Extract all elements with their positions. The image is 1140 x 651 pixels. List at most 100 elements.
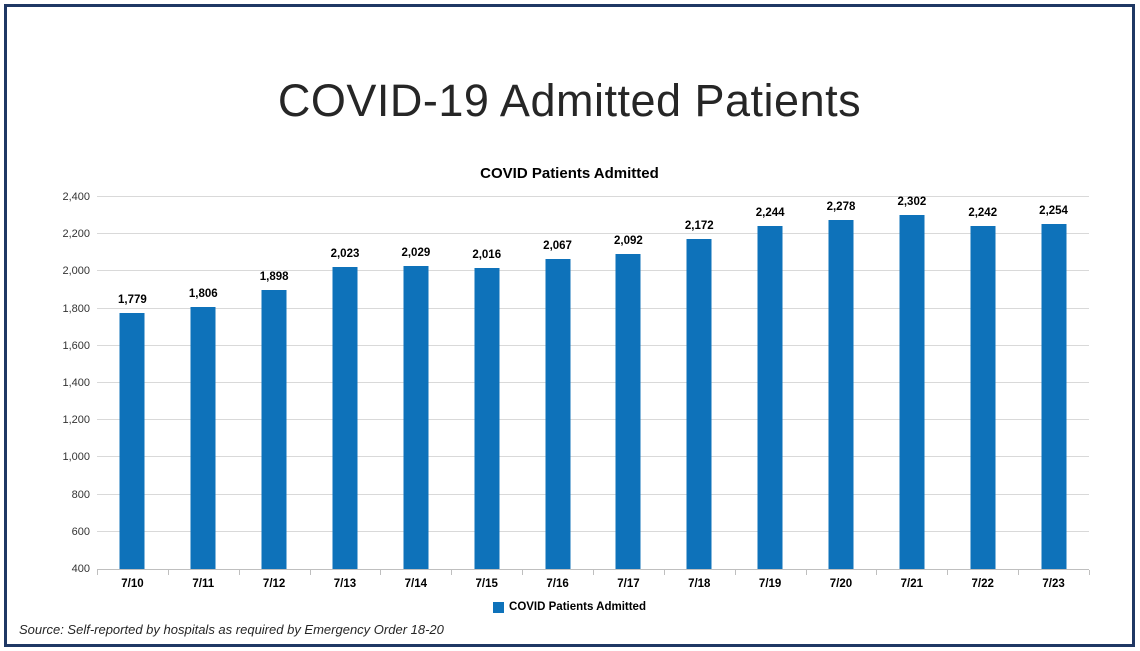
bar-cell: 2,278 7/20 — [806, 197, 877, 590]
chart-title: COVID Patients Admitted — [480, 165, 659, 182]
x-tick-label: 7/12 — [262, 578, 286, 590]
y-tick-label: 2,200 — [62, 228, 90, 241]
bar — [686, 239, 712, 569]
bar — [119, 312, 145, 569]
gridline — [97, 493, 1089, 495]
x-axis-tick — [167, 570, 169, 575]
x-axis-tick — [663, 570, 665, 575]
y-axis: 400 600 800 1,000 1,200 1,400 1,600 1,800 2,000 2… — [35, 191, 90, 575]
legend-label: COVID Patients Admitted — [509, 601, 646, 613]
legend-marker-icon — [493, 601, 505, 613]
x-axis-tick — [451, 570, 453, 575]
x-tick-label: 7/19 — [758, 578, 782, 590]
bar-value-label: 2,172 — [684, 220, 714, 233]
bar-cell: 2,023 7/13 — [310, 197, 381, 590]
x-axis-tick — [238, 570, 240, 575]
x-axis-tick — [380, 570, 382, 575]
bar — [545, 258, 571, 569]
y-tick-label: 1,800 — [62, 302, 90, 315]
plot-area: 1,779 7/10 1,806 7/11 1,898 7/12 2,023 7/13 2,02… — [97, 196, 1090, 590]
x-tick-label: 7/14 — [404, 578, 428, 590]
x-tick-label: 7/16 — [546, 578, 569, 590]
bar-cell: 2,067 7/16 — [522, 197, 593, 590]
y-tick-label: 1,400 — [62, 377, 90, 389]
bar-cell: 1,779 7/10 — [97, 197, 168, 590]
x-tick-label: 7/18 — [688, 578, 711, 590]
gridline — [97, 307, 1089, 309]
bar — [615, 254, 641, 569]
x-axis-tick — [947, 570, 949, 575]
bar-value-label: 1,806 — [188, 288, 218, 301]
x-axis-tick — [309, 570, 311, 575]
y-tick-label: 1,200 — [62, 414, 90, 427]
bar — [261, 290, 287, 569]
bar-cell: 2,244 7/19 — [735, 197, 806, 590]
gridline — [97, 456, 1089, 458]
x-axis-tick — [734, 570, 736, 575]
gridline — [97, 344, 1089, 346]
gridline — [97, 233, 1089, 235]
y-tick-label: 400 — [71, 563, 90, 575]
y-tick-label: 2,000 — [62, 265, 90, 278]
x-tick-label: 7/22 — [971, 578, 994, 590]
x-tick-label: 7/17 — [617, 578, 640, 590]
bar — [970, 226, 996, 569]
source-note: Source: Self-reported by hospitals as re… — [19, 622, 444, 637]
gridline — [97, 270, 1089, 272]
legend: COVID Patients Admitted — [7, 601, 1132, 613]
bar-cell: 1,898 7/12 — [239, 197, 310, 590]
x-tick-label: 7/11 — [192, 578, 215, 590]
x-axis-tick — [522, 570, 524, 575]
bar-value-label: 2,029 — [401, 247, 431, 260]
x-axis-tick — [1018, 570, 1020, 575]
y-tick-label: 800 — [71, 488, 90, 501]
bar-cell: 2,172 7/18 — [664, 197, 735, 590]
x-tick-label: 7/10 — [121, 578, 144, 590]
page-title: COVID-19 Admitted Patients — [277, 75, 862, 126]
bar — [190, 307, 216, 569]
x-tick-label: 7/13 — [333, 578, 357, 590]
x-axis-tick — [1089, 570, 1090, 575]
bar — [474, 268, 500, 569]
x-axis-tick — [876, 570, 878, 575]
chart-frame: COVID-19 Admitted Patients COVID Patient… — [4, 4, 1135, 647]
bar — [1041, 224, 1067, 569]
bar — [332, 267, 358, 569]
bar-value-label: 2,242 — [968, 207, 998, 220]
x-axis-tick — [97, 570, 98, 575]
x-tick-label: 7/20 — [829, 578, 853, 590]
bar-value-label: 1,898 — [259, 271, 289, 284]
bar-cell: 2,302 7/21 — [876, 196, 947, 590]
x-tick-label: 7/15 — [475, 578, 498, 590]
y-tick-label: 1,000 — [62, 451, 90, 464]
bar-cell: 2,242 7/22 — [947, 197, 1018, 590]
bar-cell: 2,029 7/14 — [380, 197, 451, 590]
bar-value-label: 2,092 — [614, 235, 643, 248]
bar-value-label: 2,023 — [330, 248, 360, 261]
bar — [899, 215, 925, 569]
bar-value-label: 2,254 — [1039, 205, 1068, 218]
bar-value-label: 1,779 — [118, 293, 147, 306]
y-tick-label: 600 — [71, 525, 90, 538]
bar-cell: 1,806 7/11 — [168, 197, 239, 590]
x-axis-tick — [593, 570, 594, 575]
bar — [828, 219, 854, 569]
bar-value-label: 2,244 — [755, 207, 785, 220]
bar-cell: 2,092 7/17 — [593, 197, 664, 590]
bar-cell: 2,254 7/23 — [1018, 197, 1089, 590]
x-axis-tick — [805, 570, 807, 575]
bar-value-label: 2,016 — [472, 249, 502, 262]
bar — [403, 266, 429, 569]
bar-value-label: 2,067 — [543, 239, 572, 252]
bar-value-label: 2,278 — [826, 200, 856, 213]
x-tick-label: 7/23 — [1042, 578, 1065, 590]
bar-cell: 2,016 7/15 — [451, 197, 522, 590]
gridline — [97, 530, 1089, 532]
y-tick-label: 1,600 — [62, 339, 90, 352]
x-axis-line — [97, 569, 1089, 570]
gridline — [97, 419, 1089, 421]
bar-value-label: 2,302 — [897, 196, 927, 209]
x-tick-label: 7/21 — [900, 578, 924, 590]
bar — [757, 226, 783, 569]
y-tick-label: 2,400 — [62, 191, 90, 203]
